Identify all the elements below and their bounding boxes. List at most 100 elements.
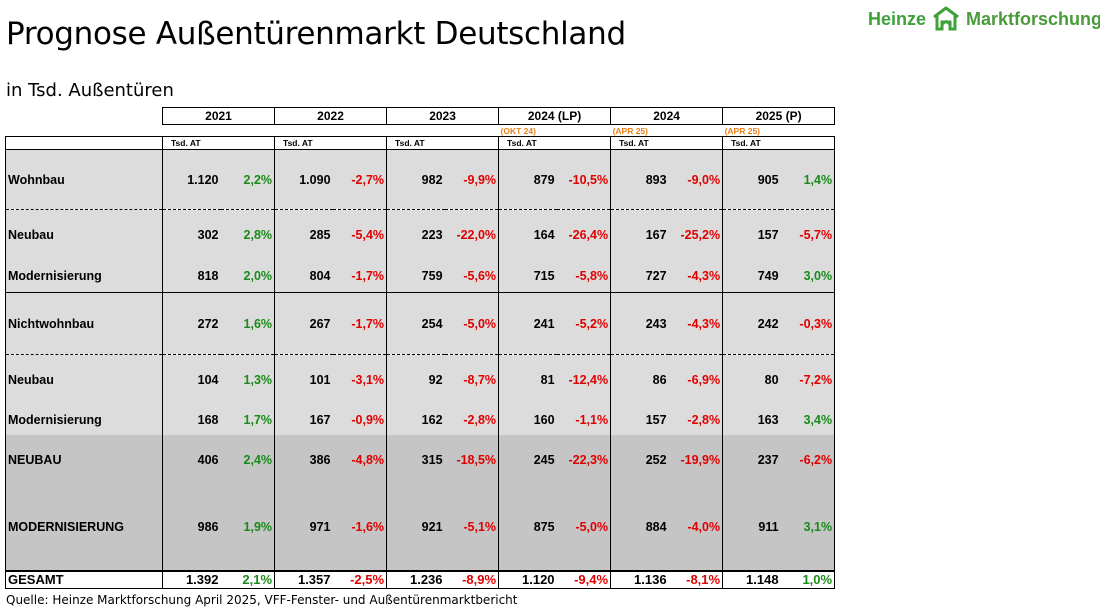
page-subtitle: in Tsd. Außentüren	[6, 80, 174, 101]
value-cell: 879	[498, 149, 557, 210]
value-cell: 243	[610, 292, 669, 355]
col-unit: Tsd. AT	[610, 136, 669, 150]
change-cell: 3,0%	[780, 259, 836, 293]
change-cell: -22,3%	[556, 434, 611, 485]
change-cell: -5,0%	[444, 292, 499, 355]
note-row: (OKT 24) (APR 25) (APR 25)	[6, 125, 835, 137]
value-cell: 759	[386, 259, 445, 293]
change-cell: -4,3%	[668, 292, 723, 355]
value-cell: 167	[610, 209, 669, 260]
change-cell: -1,1%	[556, 404, 611, 435]
value-cell: 1.148	[722, 569, 781, 589]
value-cell: 245	[498, 434, 557, 485]
col-header: 2021	[161, 107, 276, 125]
row-label: GESAMT	[5, 569, 163, 589]
col-note	[387, 125, 499, 137]
value-cell: 163	[722, 404, 781, 435]
value-cell: 1.136	[610, 569, 669, 589]
value-cell: 285	[274, 209, 333, 260]
change-cell: 1,0%	[780, 569, 836, 589]
change-cell: -1,7%	[332, 259, 387, 293]
change-cell: -5,4%	[332, 209, 387, 260]
row-label: NEUBAU	[5, 434, 163, 485]
row-label: Neubau	[5, 209, 163, 260]
value-cell: 162	[386, 404, 445, 435]
change-cell: -22,0%	[444, 209, 499, 260]
change-cell: -18,5%	[444, 434, 499, 485]
value-cell: 167	[274, 404, 333, 435]
table-row-wohnbau: Wohnbau 1.120 2,2% 1.090 -2,7% 982 -9,9% 879 -10…	[5, 149, 836, 210]
col-note	[275, 125, 387, 137]
value-cell: 1.120	[498, 569, 557, 589]
col-note	[163, 125, 275, 137]
value-cell: 168	[162, 404, 221, 435]
value-cell: 921	[386, 484, 445, 571]
value-cell: 911	[722, 484, 781, 571]
change-cell: -5,1%	[444, 484, 499, 571]
value-cell: 982	[386, 149, 445, 210]
value-cell: 986	[162, 484, 221, 571]
year-header-row: 2021 2022 2023 2024 (LP) 2024 2025 (P)	[6, 107, 836, 125]
change-cell: 1,6%	[220, 292, 275, 355]
change-cell: 2,1%	[220, 569, 275, 589]
change-cell: 1,4%	[780, 149, 836, 210]
col-header: 2024 (LP)	[498, 107, 612, 125]
change-cell: -1,7%	[332, 292, 387, 355]
change-cell: -6,9%	[668, 354, 723, 405]
page-title: Prognose Außentürenmarkt Deutschland	[6, 16, 626, 52]
value-cell: 92	[386, 354, 445, 405]
change-cell: -6,2%	[780, 434, 836, 485]
value-cell: 254	[386, 292, 445, 355]
col-unit: Tsd. AT	[162, 136, 221, 150]
value-cell: 160	[498, 404, 557, 435]
source-note: Quelle: Heinze Marktforschung April 2025…	[6, 593, 518, 607]
value-cell: 164	[498, 209, 557, 260]
heinze-logo-icon	[933, 6, 959, 31]
change-cell: 1,7%	[220, 404, 275, 435]
value-cell: 104	[162, 354, 221, 405]
row-label: Wohnbau	[5, 149, 163, 210]
col-unit: Tsd. AT	[274, 136, 333, 150]
row-label: MODERNISIERUNG	[5, 484, 163, 571]
value-cell: 1.357	[274, 569, 333, 589]
table-row-modernisierung-total: MODERNISIERUNG 986 1,9% 971 -1,6% 921 -5,1% 875…	[5, 484, 836, 571]
col-header: 2025 (P)	[722, 107, 836, 125]
row-label: Modernisierung	[5, 259, 163, 293]
value-cell: 715	[498, 259, 557, 293]
value-cell: 386	[274, 434, 333, 485]
table-row-nichtwohnbau-modernisierung: Modernisierung 168 1,7% 167 -0,9% 162 -2,8% 160…	[5, 404, 836, 435]
table-row-neubau-total: NEUBAU 406 2,4% 386 -4,8% 315 -18,5% 245 -22,3% 2…	[5, 434, 836, 485]
col-note: (APR 25)	[612, 125, 648, 136]
change-cell: 2,8%	[220, 209, 275, 260]
table-row-wohnbau-neubau: Neubau 302 2,8% 285 -5,4% 223 -22,0% 164 -26,4% 1…	[5, 209, 836, 260]
change-cell: -2,5%	[332, 569, 387, 589]
change-cell: -8,7%	[444, 354, 499, 405]
value-cell: 80	[722, 354, 781, 405]
change-cell: -5,2%	[556, 292, 611, 355]
change-cell: -8,9%	[444, 569, 499, 589]
change-cell: -3,1%	[332, 354, 387, 405]
change-cell: 3,1%	[780, 484, 836, 571]
value-cell: 749	[722, 259, 781, 293]
change-cell: -5,6%	[444, 259, 499, 293]
table-row-gesamt: GESAMT 1.392 2,1% 1.357 -2,5% 1.236 -8,9% 1.120…	[5, 569, 836, 589]
change-cell: -12,4%	[556, 354, 611, 405]
change-cell: -4,0%	[668, 484, 723, 571]
value-cell: 905	[722, 149, 781, 210]
value-cell: 101	[274, 354, 333, 405]
col-header: 2023	[386, 107, 500, 125]
value-cell: 272	[162, 292, 221, 355]
change-cell: -2,8%	[668, 404, 723, 435]
unit-row: Tsd. AT Tsd. AT Tsd. AT Tsd. AT Tsd. AT …	[5, 136, 836, 150]
col-note: (APR 25)	[724, 125, 761, 136]
col-header: 2022	[274, 107, 388, 125]
table-row-wohnbau-modernisierung: Modernisierung 818 2,0% 804 -1,7% 759 -5,6% 715…	[5, 259, 836, 293]
value-cell: 727	[610, 259, 669, 293]
value-cell: 315	[386, 434, 445, 485]
table-row-nichtwohnbau: Nichtwohnbau 272 1,6% 267 -1,7% 254 -5,0% 241 -5…	[5, 292, 836, 355]
change-cell: -8,1%	[668, 569, 723, 589]
change-cell: -1,6%	[332, 484, 387, 571]
col-unit: Tsd. AT	[722, 136, 781, 150]
change-cell: -9,0%	[668, 149, 723, 210]
value-cell: 81	[498, 354, 557, 405]
